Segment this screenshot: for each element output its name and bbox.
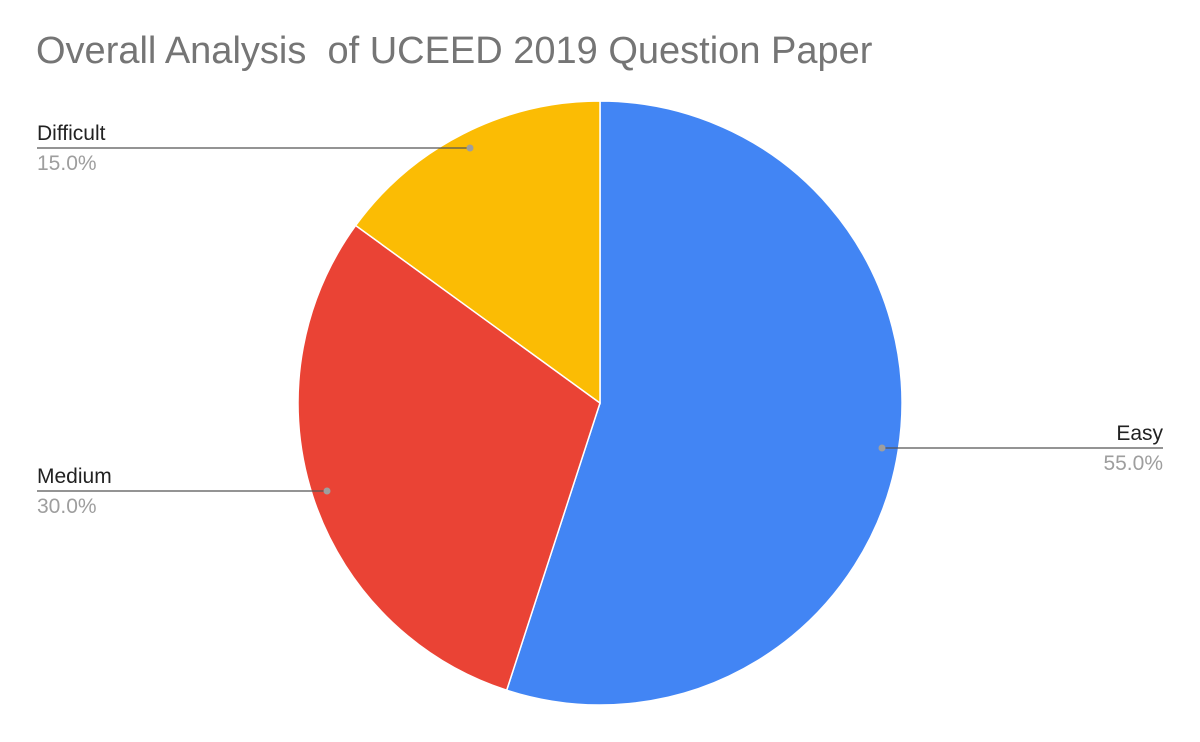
pie-slice-easy — [505, 100, 903, 706]
chart-title: Overall Analysis of UCEED 2019 Question … — [36, 30, 873, 72]
slice-label-difficult: Difficult — [37, 122, 106, 145]
slice-label-medium: Medium — [37, 465, 112, 488]
slice-percent-medium: 30.0% — [37, 495, 97, 518]
slice-percent-easy: 55.0% — [1103, 452, 1163, 475]
leader-dot-difficult — [466, 144, 474, 152]
slice-percent-difficult: 15.0% — [37, 152, 97, 175]
pie-slice-difficult — [354, 100, 601, 405]
slice-label-easy: Easy — [1116, 422, 1163, 445]
leader-dot-easy — [878, 444, 886, 452]
leader-dot-medium — [323, 487, 331, 495]
pie-slice-medium — [297, 224, 601, 692]
